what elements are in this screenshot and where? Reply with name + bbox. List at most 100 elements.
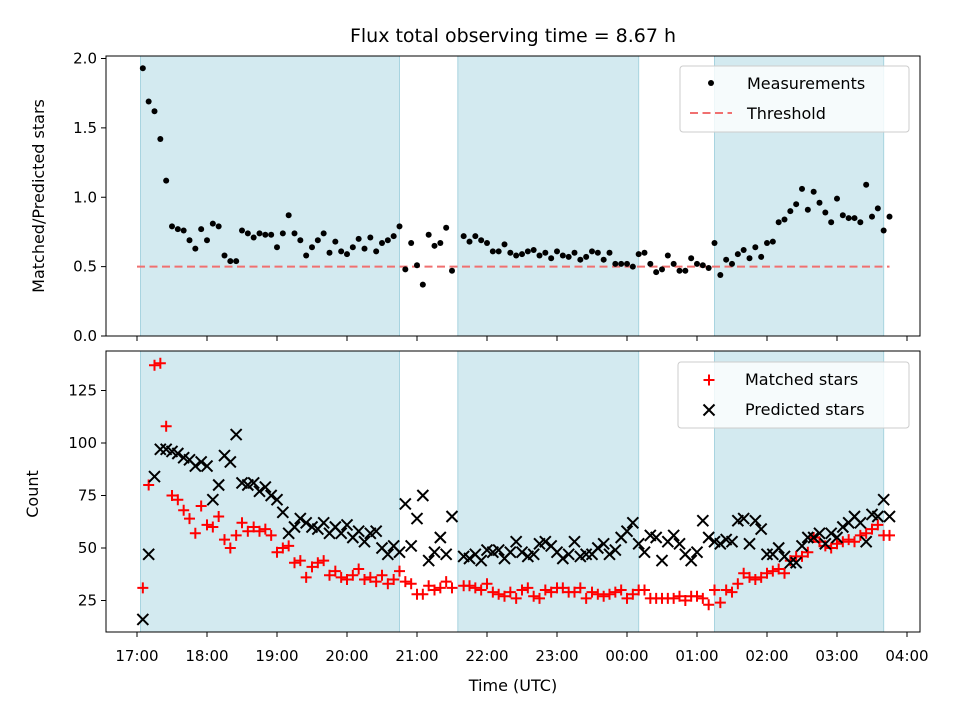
matched-star-point [539,584,551,596]
predicted-star-point [381,548,395,561]
x-axis-label: Time (UTC) [468,676,557,695]
matched-star-point [679,595,691,606]
measurement-point [151,108,158,115]
predicted-star-point [428,545,441,559]
predicted-star-point [154,443,167,456]
measurement-point [227,258,234,265]
top-panel: 0.0 0.5 1.0 1.5 2.0 Flux total observing tim… [29,25,921,345]
measurement-point [507,249,514,256]
matched-star-point [510,592,522,604]
matched-star-point [522,582,534,594]
x-tick-label: 04:00 [885,647,928,665]
measurement-point [682,267,689,274]
measurement-point [355,235,362,242]
matched-star-point [639,584,650,596]
bottom-y-tick-label: 25 [78,592,97,610]
measurement-point [303,252,310,259]
predicted-star-point [568,535,581,548]
predicted-star-point [591,541,605,555]
measurement-point [804,206,811,213]
bottom-y-axis-label: Count [23,470,42,518]
top-x-ticks [136,336,908,341]
predicted-star-point [299,516,313,530]
measurement-point [466,238,473,245]
measurement-point [472,233,479,240]
measurement-point [204,237,210,244]
predicted-star-point [369,524,383,538]
matched-star-point [609,586,621,598]
predicted-star-point [784,556,797,569]
matched-star-point [434,582,446,594]
top-y-tick-label: 0.0 [73,327,97,345]
top-legend: Measurements Threshold [679,65,910,133]
predicted-star-point [439,548,453,561]
measurement-point [221,252,228,259]
predicted-star-point [754,522,768,536]
matched-star-point [137,582,149,594]
measurement-point [886,213,893,220]
measurement-point [478,237,485,244]
matched-star-point [353,563,365,575]
measurement-point [349,244,356,251]
top-y-tick-label: 1.5 [73,119,97,137]
legend-predicted-marker [702,403,716,417]
matched-star-point [283,540,295,552]
bottom-axes-frame [105,350,921,633]
bottom-panel: 25 50 75 100 125 17:00 18:00 19:00 20:00 21:00 22… [23,350,929,695]
matched-star-point [259,523,271,535]
predicted-star-point [854,516,867,530]
measurement-point [559,252,566,259]
measurement-point [880,227,887,234]
matched-star-point [504,586,516,598]
matched-star-point [294,555,306,567]
measurement-point [822,209,829,216]
predicted-star-point [597,537,610,551]
matched-star-point [615,584,627,596]
measurement-point [664,252,671,259]
legend-matched-plus [703,374,715,386]
top-axes-frame [105,55,921,337]
predicted-star-point [270,493,284,506]
measurement-point [845,215,852,222]
legend-matched-label: Matched stars [745,370,858,389]
top-y-ticks: 0.0 0.5 1.0 1.5 2.0 [73,50,106,345]
matched-star-point [172,494,184,506]
measurement-point [250,234,257,241]
measurement-point [379,240,385,247]
measurement-point [344,251,350,258]
measurement-point [519,251,525,258]
matched-star-point [224,542,236,554]
measurement-point [653,269,660,276]
measurement-point [332,238,339,245]
predicted-star-point [562,548,575,561]
predicted-star-point [247,476,260,490]
matched-star-point [271,546,283,558]
measurement-point [495,248,502,255]
measurement-point [723,256,730,263]
predicted-star-point [632,537,645,551]
predicted-star-point [743,537,756,551]
legend-measurements-marker [708,80,714,86]
x-tick-label: 23:00 [535,647,578,665]
measurement-point [268,231,275,238]
measurement-point [589,248,595,255]
measurement-point [239,227,245,234]
matched-star-point [528,590,540,602]
measurement-point [157,135,164,142]
measurement-point [659,266,665,273]
bottom-y-tick-label: 100 [68,434,97,452]
matched-star-point [854,529,866,541]
measurement-point [594,249,601,256]
matched-star-point [487,586,499,598]
measurement-point [233,258,240,265]
x-tick-label: 17:00 [115,647,158,665]
measurement-point [863,181,870,188]
matched-star-point [254,525,265,537]
predicted-star-point [224,455,237,469]
measurement-point [729,260,735,267]
matched-star-point [312,557,324,569]
predicted-star-point [200,459,214,473]
predicted-star-point [737,512,750,525]
matched-star-point [364,571,376,583]
predicted-star-point [404,539,418,553]
